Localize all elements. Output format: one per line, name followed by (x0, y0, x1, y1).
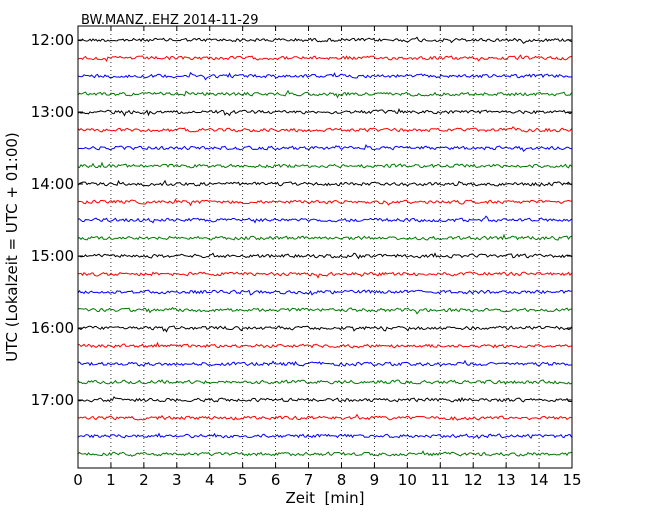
trace-16 (77, 306, 572, 315)
trace-1 (77, 36, 572, 45)
x-tick-label-6: 6 (271, 471, 281, 489)
y-tick-label-16:00: 16:00 (31, 319, 74, 337)
x-tick-label-4: 4 (205, 471, 215, 489)
y-tick-label-13:00: 13:00 (31, 103, 74, 121)
x-tick-label-0: 0 (73, 471, 83, 489)
y-axis-label: UTC (Lokalzeit = UTC + 01:00) (3, 132, 21, 362)
trace-4 (77, 89, 572, 99)
x-tick-label-8: 8 (337, 471, 347, 489)
y-tick-label-15:00: 15:00 (31, 247, 74, 265)
trace-8 (77, 161, 572, 169)
y-tick-label-12:00: 12:00 (31, 31, 74, 49)
x-axis-label: Zeit [min] (285, 489, 364, 507)
trace-23 (77, 432, 572, 439)
y-axis: 12:00 13:00 14:00 15:00 16:00 17:00 (31, 31, 572, 409)
trace-10 (77, 198, 572, 207)
trace-3 (77, 71, 572, 81)
seismic-traces (77, 36, 572, 457)
y-tick-label-14:00: 14:00 (31, 175, 74, 193)
trace-18 (77, 341, 572, 349)
trace-2 (77, 54, 572, 62)
trace-21 (77, 396, 572, 403)
chart-title: BW.MANZ..EHZ 2014-11-29 (81, 13, 259, 28)
trace-17 (77, 325, 572, 333)
y-tick-label-17:00: 17:00 (31, 391, 74, 409)
trace-11 (77, 215, 572, 224)
trace-22 (77, 413, 572, 421)
trace-12 (77, 233, 572, 241)
trace-19 (77, 359, 572, 367)
x-tick-label-13: 13 (497, 471, 516, 489)
grid-lines (110, 26, 540, 468)
x-tick-label-1: 1 (106, 471, 116, 489)
x-tick-label-3: 3 (172, 471, 182, 489)
x-tick-label-5: 5 (238, 471, 248, 489)
x-tick-label-7: 7 (304, 471, 314, 489)
x-tick-label-15: 15 (562, 471, 581, 489)
trace-13 (77, 252, 572, 260)
x-tick-label-11: 11 (431, 471, 450, 489)
x-tick-label-2: 2 (139, 471, 149, 489)
trace-7 (77, 143, 572, 152)
x-tick-label-12: 12 (464, 471, 483, 489)
x-tick-label-10: 10 (398, 471, 417, 489)
plot-frame (77, 25, 573, 469)
x-tick-label-14: 14 (530, 471, 549, 489)
trace-9 (77, 179, 572, 187)
trace-20 (77, 379, 572, 386)
x-tick-label-9: 9 (370, 471, 380, 489)
trace-15 (77, 289, 572, 296)
trace-6 (77, 126, 572, 133)
trace-24 (77, 450, 572, 457)
x-axis: 0 1 2 3 4 5 6 7 8 9 10 11 12 13 14 15 (73, 26, 582, 489)
trace-14 (77, 271, 572, 279)
trace-5 (77, 107, 572, 117)
